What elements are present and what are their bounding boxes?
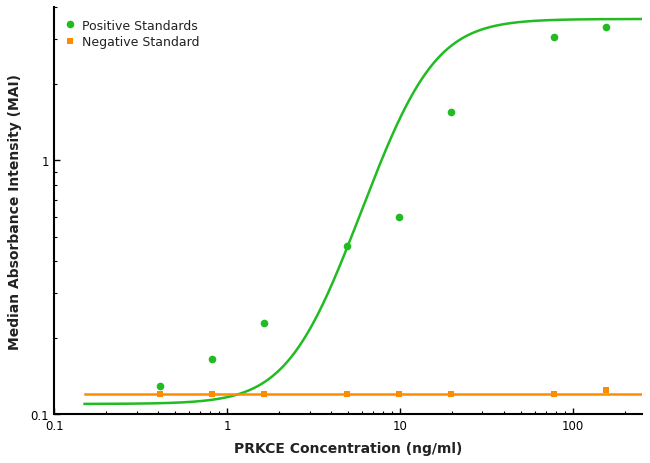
Legend: Positive Standards, Negative Standard: Positive Standards, Negative Standard (60, 14, 204, 54)
Negative Standard (156, 392, 164, 397)
Negative Standard (343, 392, 350, 397)
Positive Standards (208, 357, 216, 362)
Positive Standards (343, 244, 350, 249)
Positive Standards (447, 110, 455, 115)
X-axis label: PRKCE Concentration (ng/ml): PRKCE Concentration (ng/ml) (234, 441, 462, 455)
Positive Standards (260, 320, 268, 325)
Positive Standards (603, 25, 610, 31)
Line: Negative Standard: Negative Standard (157, 387, 610, 398)
Negative Standard (208, 392, 216, 397)
Negative Standard (395, 392, 402, 397)
Negative Standard (603, 387, 610, 393)
Negative Standard (551, 392, 558, 397)
Line: Positive Standards: Positive Standards (156, 24, 610, 389)
Y-axis label: Median Absorbance Intensity (MAI): Median Absorbance Intensity (MAI) (8, 74, 22, 349)
Positive Standards (551, 35, 558, 41)
Positive Standards (156, 383, 164, 388)
Negative Standard (447, 392, 455, 397)
Positive Standards (395, 214, 402, 220)
Negative Standard (260, 392, 268, 397)
